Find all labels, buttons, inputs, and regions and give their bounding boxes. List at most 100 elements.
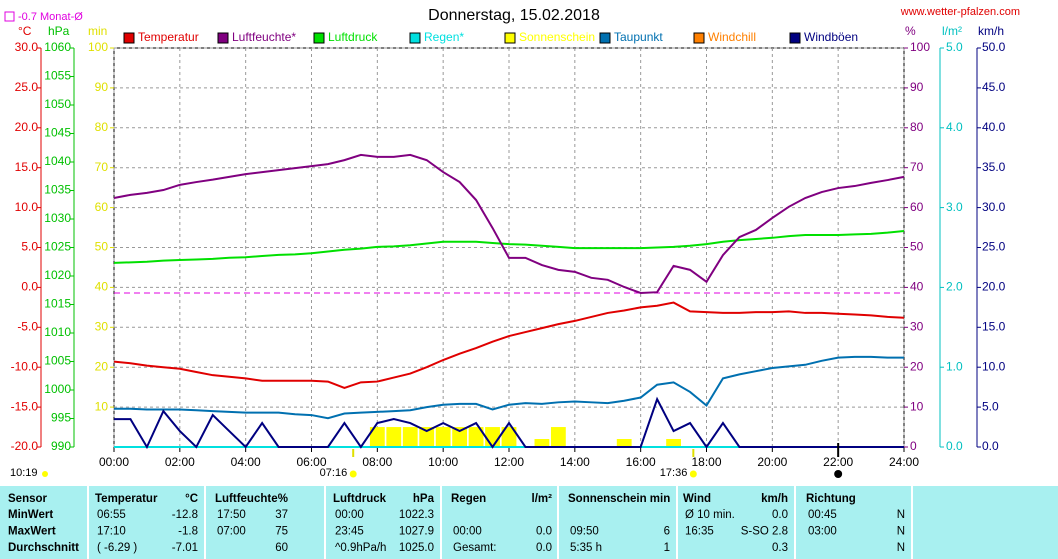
table-header: Regen [451, 493, 486, 505]
table-row-label: MinWert [8, 509, 53, 521]
table-cell: 03:00 [808, 526, 837, 538]
table-cell: 0.0 [536, 526, 552, 538]
y-tick-label: 15.0 [982, 319, 1006, 333]
x-tick-label: 14:00 [560, 455, 590, 469]
table-cell: N [897, 509, 905, 521]
table-cell: N [897, 542, 905, 554]
y-tick-label: 10.0 [15, 200, 39, 214]
y-tick-label: 100 [910, 40, 930, 54]
table-cell: 5:35 h [570, 542, 602, 554]
sunshine-bar [452, 427, 468, 447]
y-tick-label: 1025 [44, 240, 71, 254]
table-header: Luftfeuchte [215, 493, 278, 505]
x-tick-label: 06:00 [296, 455, 326, 469]
y-tick-label: 20 [95, 359, 109, 373]
table-header: Sensor [8, 493, 48, 505]
y-tick-label: 45.0 [982, 80, 1006, 94]
y-axis-unit: min [88, 24, 107, 38]
table-cell: 09:50 [570, 526, 599, 538]
y-tick-label: 40 [910, 280, 924, 294]
y-tick-label: 0 [910, 439, 917, 453]
legend-key [504, 32, 516, 44]
legend-key [313, 32, 325, 44]
legend-label: Regen* [424, 30, 464, 44]
legend-label: Windchill [708, 30, 756, 44]
y-tick-label: 990 [51, 439, 71, 453]
table-cell: 0.0 [536, 542, 552, 554]
table-cell: 1022.3 [399, 509, 434, 521]
table-header: Richtung [806, 493, 856, 505]
y-tick-label: 20.0 [15, 120, 39, 134]
legend-key [123, 32, 135, 44]
table-cell: 37 [275, 509, 288, 521]
stats-table: Sensor Temperatur °C Luftfeuchte% Luftdruck h… [8, 486, 913, 559]
sunshine-bar [468, 427, 484, 447]
y-tick-label: 10.0 [982, 359, 1006, 373]
table-header: % [278, 493, 288, 505]
legend-label: Temperatur [138, 30, 199, 44]
y-tick-label: 1015 [44, 297, 71, 311]
y-tick-label: 15.0 [15, 160, 39, 174]
table-cell: 17:50 [217, 509, 246, 521]
y-tick-label: -10.0 [11, 359, 39, 373]
sunshine-bar [666, 439, 681, 447]
y-tick-label: 10 [910, 399, 924, 413]
legend-key [599, 32, 611, 44]
y-tick-label: 1035 [44, 183, 71, 197]
monthly-avg-value: -0.7 [18, 11, 37, 23]
series-line [113, 153, 905, 294]
y-tick-label: 25.0 [15, 80, 39, 94]
table-cell: 00:00 [453, 526, 482, 538]
legend-label: Windböen [804, 30, 858, 44]
x-tick-label: 12:00 [494, 455, 524, 469]
moon-marker [834, 470, 843, 478]
sunshine-bar [501, 427, 517, 447]
y-tick-label: -20.0 [11, 439, 39, 453]
table-cell: 07:00 [217, 526, 246, 538]
x-tick-label: 22:00 [823, 455, 853, 469]
y-tick-label: 90 [910, 80, 924, 94]
sunshine-bar [402, 427, 418, 447]
table-header: km/h [761, 493, 788, 505]
legend-key [409, 32, 421, 44]
y-tick-label: 3.0 [946, 200, 963, 214]
series-line [114, 355, 904, 420]
y-tick-label: 1055 [44, 69, 71, 83]
y-tick-label: 100 [88, 40, 108, 54]
monthly-avg-key [4, 11, 15, 22]
y-tick-label: 70 [910, 160, 924, 174]
y-tick-label: 0.0 [21, 280, 38, 294]
y-tick-label: 1060 [44, 40, 71, 54]
table-header: hPa [413, 493, 435, 505]
table-cell: S-SO 2.8 [741, 526, 788, 538]
legend-label: Luftdruck [328, 30, 378, 44]
table-cell: 06:55 [97, 509, 126, 521]
table-background [0, 486, 1058, 559]
legend-key [217, 32, 229, 44]
y-tick-label: 80 [95, 120, 109, 134]
y-tick-label: 30 [910, 319, 924, 333]
source: www.wetter-pfalzen.com [900, 6, 1020, 18]
y-tick-label: 30.0 [982, 200, 1006, 214]
y-tick-label: 70 [95, 160, 109, 174]
y-tick-label: 90 [95, 80, 109, 94]
y-tick-label: 40.0 [982, 120, 1006, 134]
y-tick-label: 30.0 [15, 40, 39, 54]
y-tick-label: 1010 [44, 325, 71, 339]
y-tick-label: 35.0 [982, 160, 1006, 174]
x-tick-label: 16:00 [626, 455, 656, 469]
table-cell: Gesamt: [453, 542, 496, 554]
y-tick-label: 0.0 [982, 439, 999, 453]
y-tick-label: 1030 [44, 211, 71, 225]
y-tick-label: 50.0 [982, 40, 1006, 54]
y-tick-label: 10 [95, 399, 109, 413]
y-axis-unit: hPa [48, 24, 70, 38]
table-header: °C [185, 493, 198, 505]
table-cell: N [897, 526, 905, 538]
table-cell: -1.8 [178, 526, 198, 538]
y-tick-label: 4.0 [946, 120, 963, 134]
y-tick-label: -5.0 [17, 319, 38, 333]
table-header: Temperatur [95, 493, 158, 505]
sunshine-bar [534, 439, 550, 447]
chart-title: Donnerstag, 15.02.2018 [428, 7, 600, 24]
